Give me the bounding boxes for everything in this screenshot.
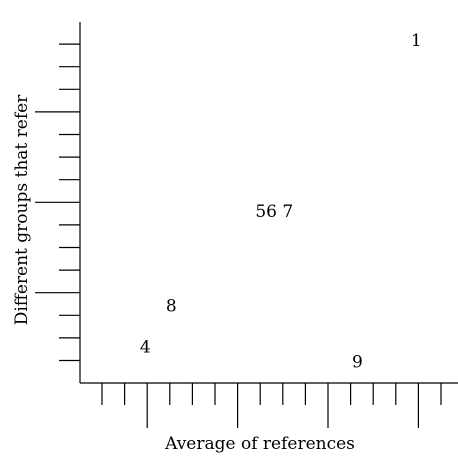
point-label-1: 1 [411, 31, 422, 51]
data-points: 123456 789 [140, 31, 422, 373]
x-axis-label: Average of references [164, 434, 355, 454]
point-label-4: 4 [140, 337, 151, 357]
axis-ticks [35, 43, 442, 428]
y-axis-label: Different groups that refer [12, 94, 32, 325]
point-label-8: 8 [166, 297, 177, 317]
point-label-56-7: 56 7 [255, 202, 293, 222]
point-label-9: 9 [352, 353, 363, 373]
